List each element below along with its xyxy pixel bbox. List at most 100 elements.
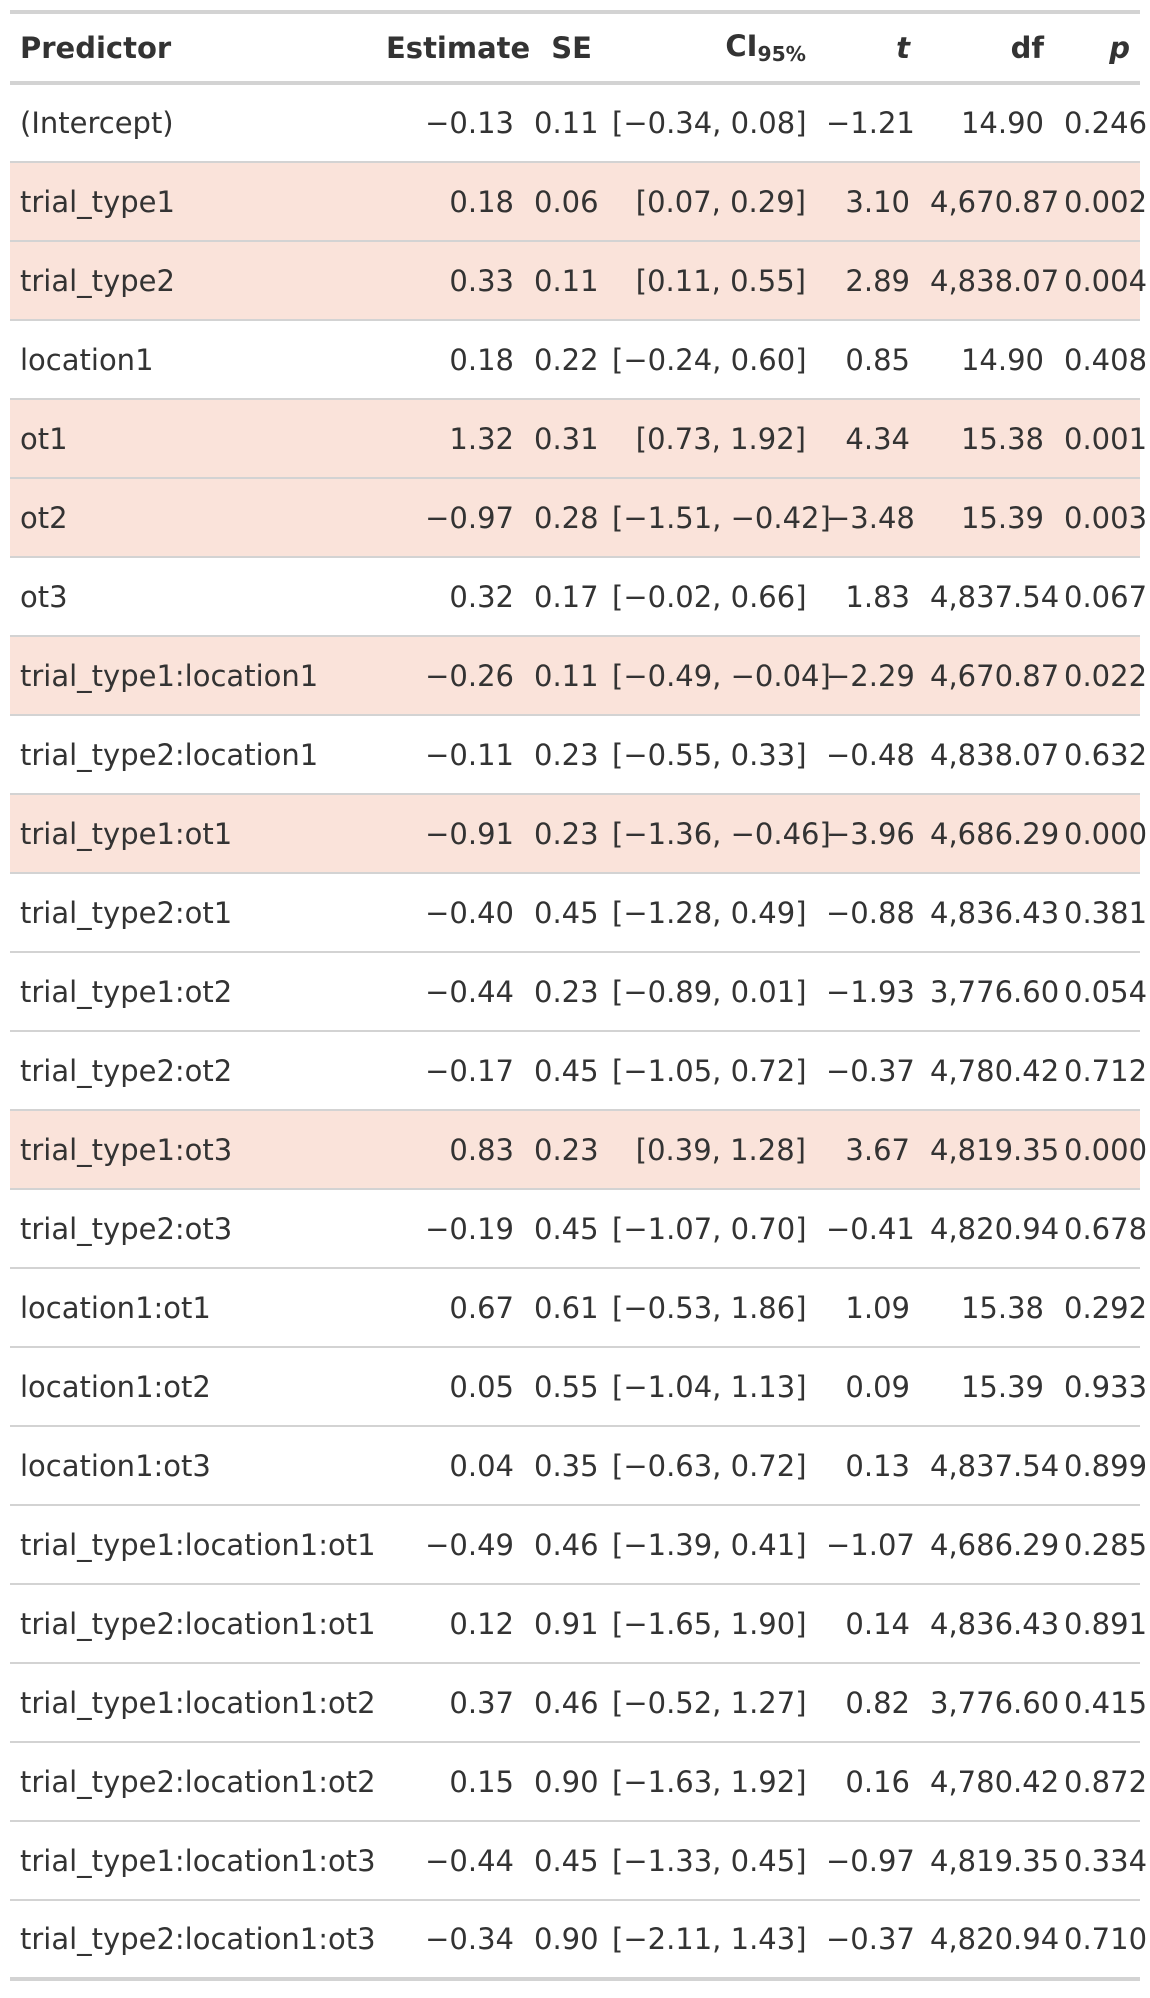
cell-p: 0.408 [1054,319,1147,399]
cell-predictor: ot1 [10,398,376,478]
cell-df: 15.38 [920,398,1054,478]
cell-df: 4,837.54 [920,1425,1059,1505]
cell-predictor: trial_type1:ot1 [10,793,376,873]
cell-estimate: −0.91 [376,793,524,873]
table-row: location1:ot1 0.67 0.61 [−0.53, 1.86] 1.09 15… [10,1267,1147,1347]
cell-t: 3.10 [816,161,920,241]
cell-df: 4,819.35 [920,1820,1059,1900]
cell-predictor: trial_type2:location1:ot1 [10,1583,376,1663]
cell-predictor: trial_type1:location1:ot2 [10,1662,376,1742]
cell-estimate: 0.83 [376,1109,524,1189]
cell-df: 4,820.94 [920,1188,1059,1268]
header-t: t [816,12,920,85]
cell-se: 0.17 [524,556,602,636]
results-table-container: Predictor Estimate SE CI95% t df p (Inte… [10,10,1147,1981]
cell-predictor: trial_type1:ot2 [10,951,376,1031]
cell-predictor: trial_type1:ot3 [10,1109,376,1189]
cell-predictor: trial_type2:ot1 [10,872,376,952]
cell-se: 0.45 [524,1030,602,1110]
cell-se: 0.23 [524,793,602,873]
cell-t: 0.82 [816,1662,920,1742]
header-estimate: Estimate [376,12,530,85]
cell-ci: [−1.33, 0.45] [602,1820,816,1900]
cell-t: −0.48 [816,714,920,794]
table-row: trial_type2:location1:ot1 0.12 0.91 [−1.65,… [10,1583,1147,1663]
cell-estimate: 0.37 [376,1662,524,1742]
table-row: trial_type1:ot3 0.83 0.23 [0.39, 1.28] 3.67 4… [10,1109,1147,1189]
cell-p: 0.022 [1054,635,1147,715]
table-row: trial_type2 0.33 0.11 [0.11, 0.55] 2.89 4,838… [10,240,1147,320]
cell-df: 15.39 [920,1346,1054,1426]
cell-estimate: 0.12 [376,1583,524,1663]
cell-df: 3,776.60 [920,951,1059,1031]
table-row: trial_type2:location1 −0.11 0.23 [−0.55, 0.… [10,714,1147,794]
cell-se: 0.45 [524,1820,602,1900]
cell-p: 0.334 [1054,1820,1147,1900]
cell-ci: [−0.34, 0.08] [612,106,807,140]
cell-df: 14.90 [960,106,1044,140]
table-row: trial_type1:ot2 −0.44 0.23 [−0.89, 0.01] −1.… [10,951,1147,1031]
cell-estimate: −0.11 [376,714,524,794]
cell-estimate: 0.18 [376,161,524,241]
cell-t: −0.88 [816,872,920,952]
table-row: trial_type1:location1 −0.26 0.11 [−0.49, −0… [10,635,1147,715]
cell-predictor: ot2 [10,477,376,557]
cell-ci: [−0.55, 0.33] [602,714,816,794]
cell-t: 1.83 [816,556,920,636]
cell-df: 4,837.54 [920,556,1059,636]
table-row: trial_type1:location1:ot2 0.37 0.46 [−0.52,… [10,1662,1147,1742]
cell-predictor: location1:ot2 [10,1346,376,1426]
cell-predictor: trial_type1:location1 [10,635,376,715]
cell-se: 0.45 [524,872,602,952]
cell-t: −1.93 [816,951,920,1031]
table-row: location1:ot3 0.04 0.35 [−0.63, 0.72] 0.13 4,… [10,1425,1147,1505]
cell-se: 0.28 [524,477,602,557]
cell-ci: [−1.07, 0.70] [602,1188,816,1268]
cell-df: 4,670.87 [920,635,1059,715]
cell-se: 0.23 [524,1109,602,1189]
cell-ci: [−1.05, 0.72] [602,1030,816,1110]
cell-estimate: −0.34 [376,1899,524,1979]
cell-ci: [−0.63, 0.72] [602,1425,816,1505]
cell-estimate: 0.32 [376,556,524,636]
cell-ci: [−1.28, 0.49] [602,872,816,952]
cell-p: 0.899 [1054,1425,1147,1505]
cell-df: 4,819.35 [920,1109,1059,1189]
cell-predictor: trial_type1:location1:ot1 [10,1504,376,1584]
table-row: trial_type1:ot1 −0.91 0.23 [−1.36, −0.46] −3… [10,793,1147,873]
cell-predictor: ot3 [10,556,376,636]
cell-ci: [−1.65, 1.90] [602,1583,816,1663]
cell-p: 0.003 [1054,477,1147,557]
cell-predictor: location1:ot1 [10,1267,376,1347]
cell-predictor: trial_type2:location1 [10,714,376,794]
cell-se: 0.90 [524,1741,602,1821]
cell-df: 4,820.94 [920,1899,1059,1979]
cell-predictor: (Intercept) [20,106,174,140]
cell-t: −3.48 [816,477,920,557]
cell-estimate: −0.44 [376,1820,524,1900]
cell-t: −0.37 [816,1030,920,1110]
cell-ci: [−1.04, 1.13] [602,1346,816,1426]
header-p: p [1054,12,1140,85]
cell-t: 0.16 [816,1741,920,1821]
cell-se: 0.61 [524,1267,602,1347]
cell-p: 0.891 [1054,1583,1147,1663]
header-ci: CI95% [602,12,816,85]
cell-predictor: trial_type2:ot2 [10,1030,376,1110]
cell-se: 0.55 [524,1346,602,1426]
cell-p: 0.004 [1054,240,1147,320]
cell-ci: [−1.63, 1.92] [602,1741,816,1821]
cell-p: 0.933 [1054,1346,1147,1426]
cell-p: 0.678 [1054,1188,1147,1268]
cell-predictor: trial_type1:location1:ot3 [10,1820,376,1900]
cell-p: 0.000 [1054,793,1147,873]
regression-results-table: Predictor Estimate SE CI95% t df p (Inte… [10,10,1147,1981]
cell-ci: [−1.51, −0.42] [602,477,831,557]
cell-se: 0.31 [524,398,602,478]
cell-df: 4,838.07 [920,714,1059,794]
cell-t: −1.21 [826,106,915,140]
table-row: ot2 −0.97 0.28 [−1.51, −0.42] −3.48 15.39 0.00… [10,477,1147,557]
header-row: Predictor Estimate SE CI95% t df p [10,12,1140,85]
cell-p: 0.067 [1054,556,1147,636]
cell-df: 4,836.43 [920,1583,1059,1663]
